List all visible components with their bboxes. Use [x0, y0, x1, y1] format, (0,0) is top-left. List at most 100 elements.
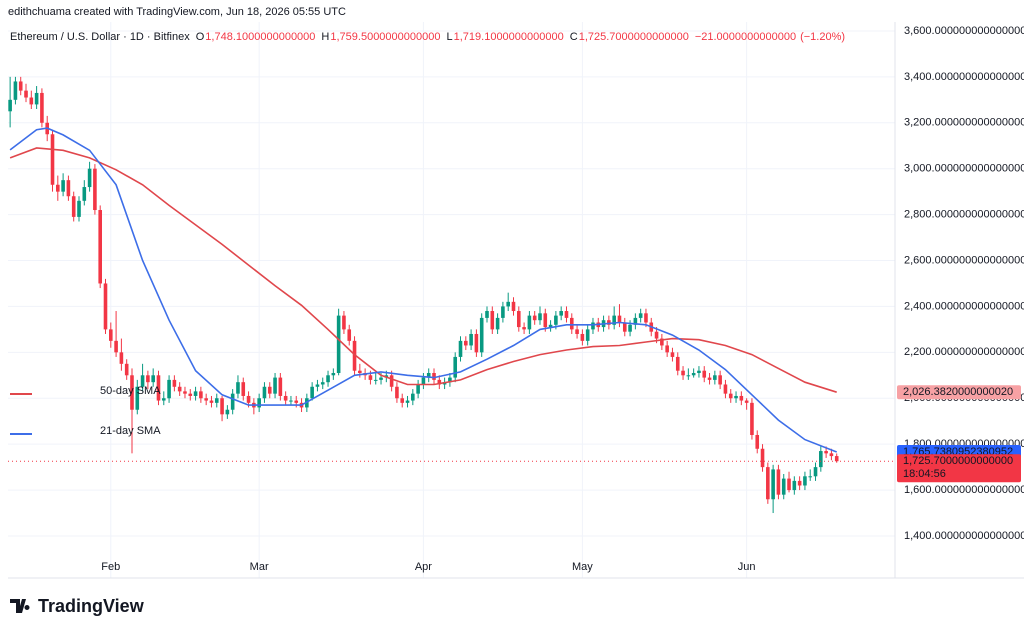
x-tick-label: Apr — [415, 561, 432, 573]
candle-body — [315, 384, 320, 387]
candle-body — [585, 329, 590, 341]
x-tick-label: Feb — [101, 561, 120, 573]
x-tick-label: Jun — [738, 561, 756, 573]
sma-line — [9, 127, 837, 453]
candle-body — [654, 331, 659, 339]
logo-icon — [10, 599, 30, 613]
candle-body — [8, 99, 12, 112]
candle-body — [464, 340, 468, 346]
candle-body — [453, 356, 458, 378]
y-tick-label: 2,600.0000000000000000 — [904, 254, 1024, 266]
countdown: 18:04:56 — [903, 468, 946, 480]
last-price-tag-bg — [897, 454, 1021, 483]
candle-body — [331, 373, 336, 376]
candle-body — [77, 200, 81, 217]
candle-body — [135, 386, 140, 410]
candle-body — [358, 370, 362, 374]
candle-body — [479, 317, 484, 353]
candle-body — [829, 453, 834, 457]
candle-body — [214, 398, 219, 403]
candle-body — [644, 313, 648, 323]
candle-body — [548, 324, 553, 328]
candle-body — [50, 134, 55, 185]
candle-body — [813, 467, 818, 477]
candle-body — [56, 184, 60, 192]
candle-body — [734, 395, 738, 399]
candle-body — [310, 386, 314, 399]
candle-body — [87, 168, 92, 188]
candle-body — [66, 180, 71, 197]
candle-body — [750, 402, 754, 435]
legend-value: 1,748.1000000000000 — [205, 31, 315, 43]
candle-body — [172, 379, 177, 387]
candle-body — [744, 400, 749, 403]
candle-body — [373, 379, 378, 381]
legend-value: 1,725.7000000000000 — [579, 31, 689, 43]
candle-body — [766, 467, 770, 500]
candle-body — [803, 476, 807, 486]
candle-body — [458, 340, 463, 357]
candle-body — [824, 451, 828, 454]
candle-body — [670, 352, 675, 357]
candle-body — [771, 469, 775, 500]
candle-body — [432, 373, 436, 380]
candle-body — [289, 400, 293, 402]
x-tick-label: May — [572, 561, 593, 573]
y-tick-label: 3,200.0000000000000000 — [904, 117, 1024, 129]
candle-body — [787, 478, 791, 491]
candle-body — [638, 313, 643, 318]
brand: TradingView — [38, 596, 145, 616]
candle-body — [723, 384, 728, 394]
candle-body — [781, 478, 786, 495]
candle-body — [760, 448, 765, 468]
logo: TradingView — [10, 596, 145, 616]
candle-body — [554, 315, 558, 325]
legend-label: 50-day SMA — [100, 385, 161, 397]
candle-body — [352, 340, 357, 371]
candle-body — [448, 377, 452, 383]
candle-body — [485, 311, 489, 318]
candle-body — [686, 375, 691, 377]
y-tick-label: 2,400.0000000000000000 — [904, 300, 1024, 312]
candle-body — [146, 375, 150, 383]
candle-body — [167, 379, 171, 399]
symbol: Ethereum / U.S. Dollar · 1D · Bitfinex — [10, 31, 190, 43]
candle-body — [225, 409, 230, 415]
candle-body — [575, 329, 579, 334]
legend-value: 1,759.5000000000000 — [330, 31, 440, 43]
candle-body — [82, 187, 87, 201]
candle-body — [569, 317, 574, 330]
y-tick-label: 3,400.0000000000000000 — [904, 71, 1024, 83]
candle-body — [98, 210, 102, 284]
candle-body — [591, 322, 595, 330]
candle-body — [230, 393, 235, 410]
legend-label: 21-day SMA — [100, 425, 161, 437]
candle-body — [405, 400, 410, 403]
candle-body — [262, 386, 267, 399]
candle-body — [209, 400, 214, 403]
candle-body — [140, 375, 145, 387]
candle-body — [628, 324, 632, 332]
candle-body — [607, 320, 611, 325]
candle-body — [792, 480, 797, 491]
candle-body — [236, 382, 240, 394]
legend-key: C — [570, 31, 578, 43]
candle-body — [516, 311, 521, 328]
candle-body — [199, 391, 203, 399]
candle-body — [13, 81, 18, 100]
candle-body — [241, 382, 246, 396]
candle-body — [294, 400, 299, 403]
candle-body — [538, 313, 542, 321]
candle-body — [389, 375, 394, 387]
candle-body — [156, 375, 161, 401]
candle-body — [336, 315, 341, 374]
candle-body — [660, 338, 664, 346]
candle-body — [326, 375, 330, 383]
candle-body — [819, 451, 823, 468]
y-tick-label: 3,600.0000000000000000 — [904, 25, 1024, 37]
candle-body — [400, 398, 405, 403]
candle-body — [474, 333, 479, 353]
y-tick-label: 2,200.0000000000000000 — [904, 346, 1024, 358]
change-pct: (−1.20%) — [800, 31, 845, 43]
candle-body — [681, 370, 685, 376]
